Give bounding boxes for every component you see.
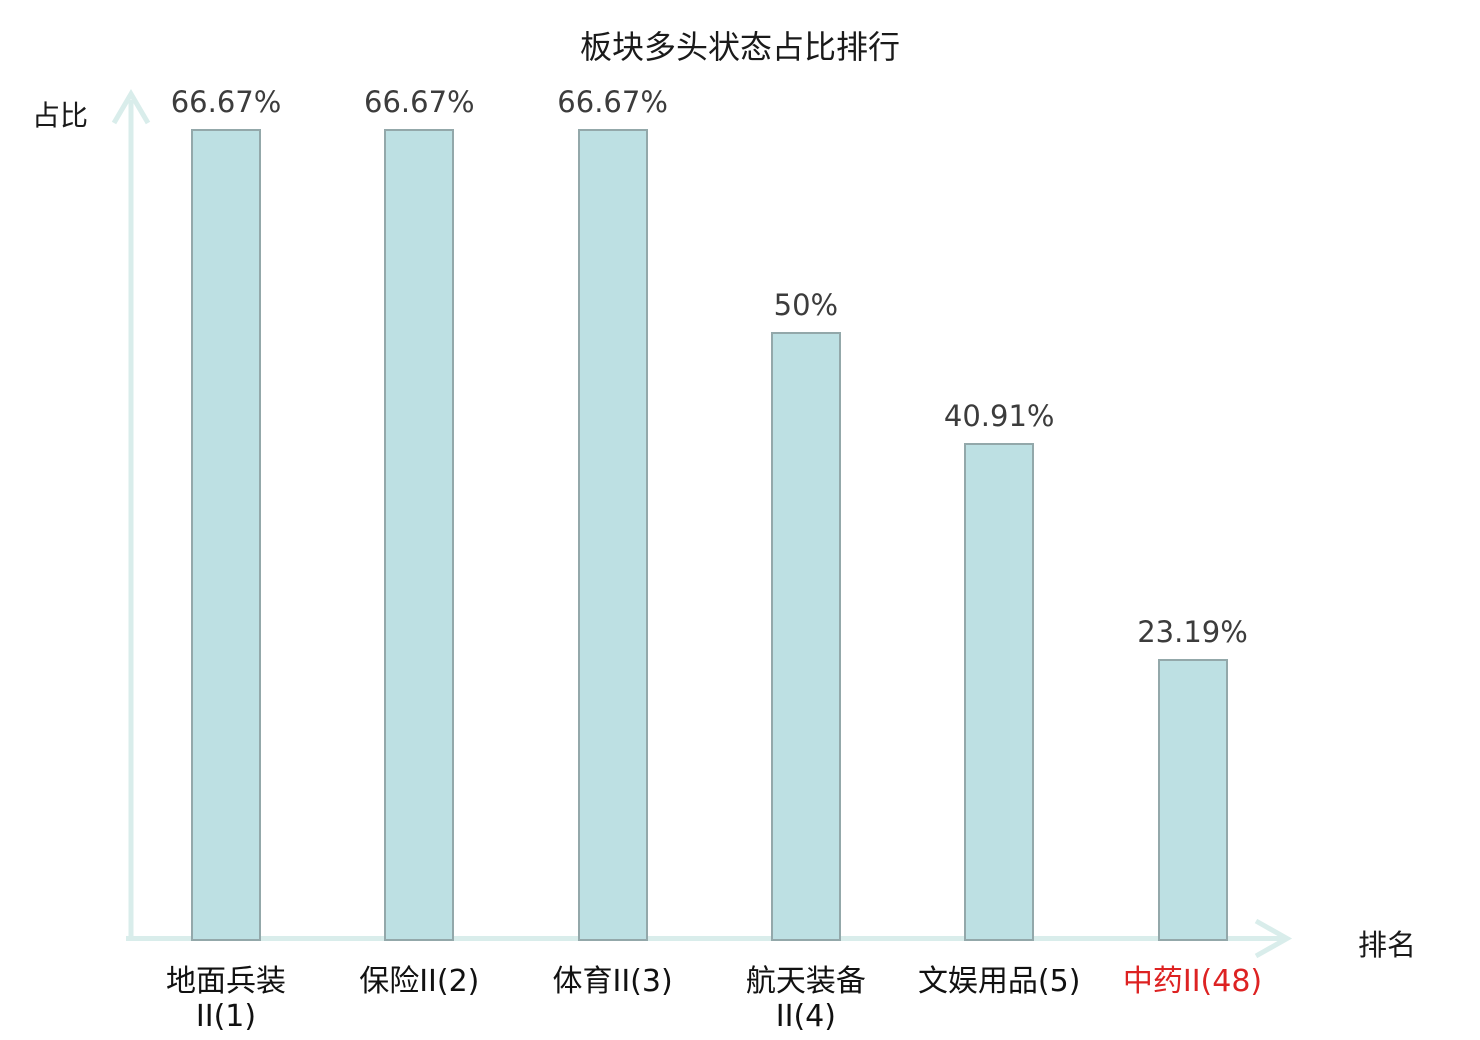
bar-value-label: 40.91% bbox=[943, 399, 1055, 433]
y-axis-arrow-icon bbox=[111, 89, 151, 125]
bar bbox=[1157, 659, 1228, 941]
bar bbox=[964, 443, 1035, 941]
bar-value-label: 23.19% bbox=[1137, 615, 1248, 649]
x-axis-arrow-icon bbox=[1254, 918, 1293, 959]
bar-value-label: 66.67% bbox=[557, 85, 668, 119]
x-axis-title: 排名 bbox=[1358, 928, 1417, 962]
x-tick-label: 体育II(3) bbox=[552, 964, 673, 999]
bar-value-label: 66.67% bbox=[170, 85, 282, 119]
bar-value-label: 66.67% bbox=[364, 85, 475, 119]
x-tick-label: 中药II(48) bbox=[1122, 964, 1263, 999]
x-tick-label: 地面兵装 II(1) bbox=[166, 964, 286, 1034]
chart-title: 板块多头状态占比排行 bbox=[579, 28, 901, 66]
bar bbox=[191, 129, 261, 941]
bar bbox=[384, 129, 455, 941]
x-tick-label: 航天装备 II(4) bbox=[745, 964, 866, 1034]
y-axis-title: 占比 bbox=[32, 99, 89, 132]
bar bbox=[577, 129, 648, 941]
x-tick-label: 保险II(2) bbox=[359, 964, 480, 999]
bar-value-label: 50% bbox=[773, 288, 839, 322]
x-tick-label: 文娱用品(5) bbox=[917, 964, 1081, 999]
bar bbox=[770, 332, 841, 941]
